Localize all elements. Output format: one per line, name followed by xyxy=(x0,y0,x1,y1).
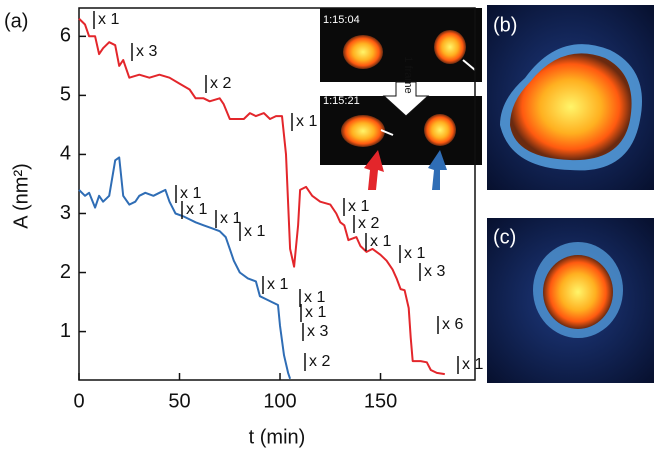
step-annotation: x 1 xyxy=(220,210,241,227)
step-annotation: x 1 xyxy=(462,356,483,373)
inset-time: 1:15:04 xyxy=(323,14,360,26)
step-annotation: x 1 xyxy=(305,304,326,321)
step-annotation: x 1 xyxy=(186,201,207,218)
y-tick-label: 2 xyxy=(60,261,71,283)
x-axis-label: t (min) xyxy=(249,426,306,448)
y-tick-label: 1 xyxy=(60,320,71,342)
y-axis-label: A (nm²) xyxy=(10,163,32,229)
plot-frame xyxy=(78,7,476,381)
step-annotation: x 1 xyxy=(267,276,288,293)
y-tick-label: 6 xyxy=(60,25,71,47)
step-annotation: x 1 xyxy=(98,11,119,28)
step-annotation: x 1 xyxy=(180,185,201,202)
step-annotation: x 2 xyxy=(309,353,330,370)
step-annotation: x 2 xyxy=(358,215,379,232)
panel-label: (c) xyxy=(493,226,516,248)
inset-frame: 1 frame xyxy=(402,56,414,93)
step-annotation: x 1 xyxy=(244,223,265,240)
y-tick-label: 3 xyxy=(60,202,71,224)
x-tick-label: 0 xyxy=(73,390,84,412)
step-annotation: x 1 xyxy=(304,289,325,306)
step-annotation: x 1 xyxy=(348,198,369,215)
step-annotation: x 1 xyxy=(404,245,425,262)
panel-label: (b) xyxy=(493,14,517,36)
step-annotation: x 1 xyxy=(296,113,317,130)
step-annotation: x 3 xyxy=(307,323,328,340)
step-annotation: x 6 xyxy=(442,316,463,333)
y-tick-label: 4 xyxy=(60,143,71,165)
y-tick-label: 5 xyxy=(60,84,71,106)
step-annotation: x 1 xyxy=(370,233,391,250)
step-annotation: x 3 xyxy=(136,43,157,60)
inset-image: 1:15:04 1:15:21 1 frame xyxy=(320,8,482,190)
image-c: (c) xyxy=(487,218,654,383)
data-line xyxy=(78,17,445,376)
image-b: (b) xyxy=(487,5,654,190)
step-annotation: x 3 xyxy=(424,263,445,280)
x-tick-label: 150 xyxy=(364,390,397,412)
data-line xyxy=(78,156,292,380)
x-tick-label: 50 xyxy=(168,390,190,412)
panel-label: (a) xyxy=(4,10,28,32)
step-annotation: x 2 xyxy=(210,75,231,92)
inset-time: 1:15:21 xyxy=(323,95,360,107)
x-tick-label: 100 xyxy=(263,390,296,412)
